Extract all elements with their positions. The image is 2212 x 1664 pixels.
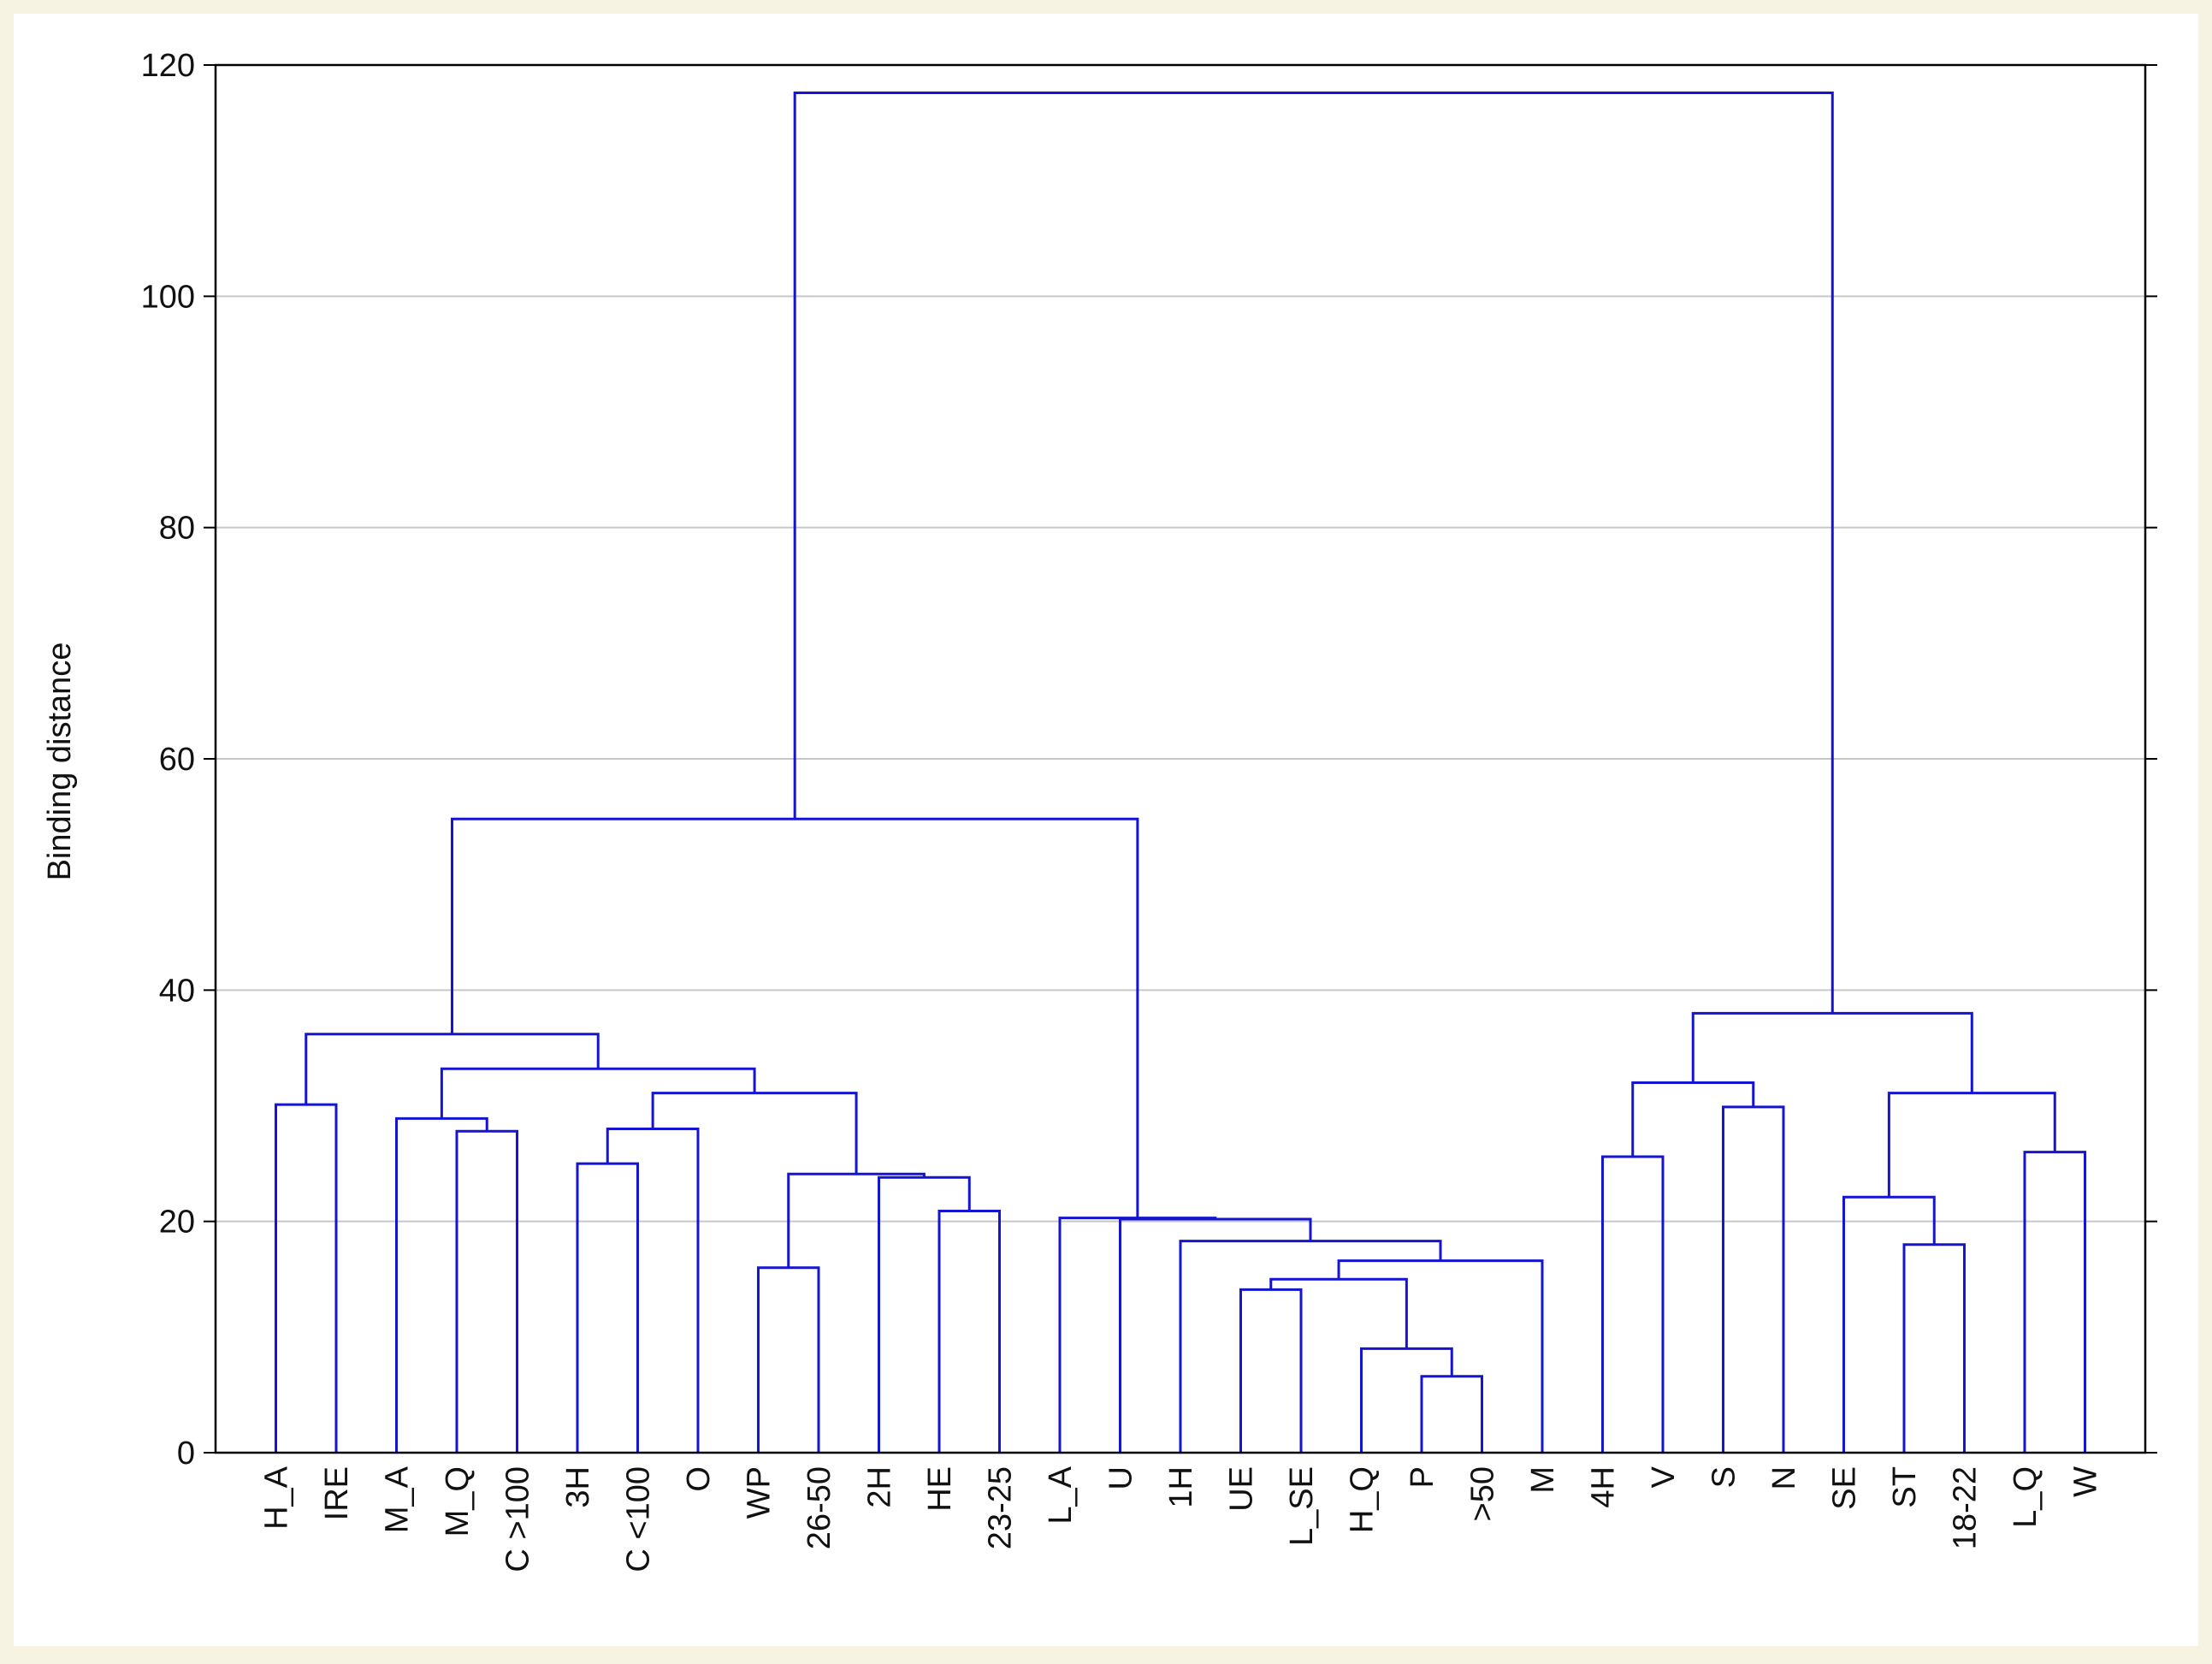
- y-tick-label: 100: [141, 279, 195, 315]
- leaf-label: C >100: [500, 1466, 536, 1572]
- dendrogram-link: [793, 91, 1834, 1014]
- dendrogram-link: [787, 1172, 926, 1268]
- y-tick-label: 120: [141, 48, 195, 84]
- dendrogram-link: [2023, 1151, 2086, 1453]
- dendrogram-link: [1179, 1240, 1442, 1453]
- leaf-label: V: [1646, 1466, 1682, 1488]
- leaf-label: >50: [1465, 1466, 1501, 1521]
- dendrogram-link: [1691, 1011, 1973, 1093]
- leaf-label: N: [1766, 1466, 1802, 1489]
- leaf-label: H_Q: [1345, 1466, 1381, 1533]
- dendrogram-link: [455, 1129, 518, 1453]
- leaf-label: U: [1103, 1466, 1139, 1489]
- leaf-label: P: [1405, 1466, 1440, 1488]
- dendrogram-link: [305, 1033, 600, 1105]
- leaf-label: M_Q: [440, 1466, 476, 1537]
- dendrogram-link: [440, 1067, 756, 1119]
- dendrogram-link: [395, 1116, 488, 1453]
- dendrogram-link: [450, 817, 1139, 1218]
- leaf-label: M_A: [380, 1466, 416, 1533]
- y-tick-label: 0: [177, 1436, 195, 1472]
- y-tick-label: 40: [159, 973, 195, 1009]
- chart-background: [14, 14, 2198, 1646]
- dendrogram-link: [1239, 1288, 1303, 1453]
- plot-frame: [214, 63, 2147, 1454]
- y-axis-label: Binding distance: [42, 643, 78, 881]
- dendrogram-link: [1631, 1081, 1755, 1157]
- dendrogram-link: [275, 1103, 338, 1453]
- leaf-label: 3H: [560, 1466, 596, 1508]
- leaf-label: H_A: [259, 1466, 295, 1530]
- leaf-label: IRE: [319, 1466, 355, 1520]
- leaf-label: L_Q: [2008, 1466, 2043, 1528]
- y-tick-label: 20: [159, 1205, 195, 1241]
- leaf-label: 26-50: [801, 1466, 837, 1549]
- leaf-label: S: [1706, 1466, 1742, 1488]
- leaf-label: SE: [1827, 1466, 1863, 1510]
- leaf-label: O: [681, 1466, 717, 1492]
- leaf-label: 18-22: [1948, 1466, 1984, 1549]
- leaf-label: 4H: [1586, 1466, 1622, 1508]
- leaf-label: 23-25: [983, 1466, 1019, 1549]
- leaf-label: WP: [742, 1466, 778, 1519]
- leaf-label: 2H: [862, 1466, 898, 1508]
- y-tick-label: 60: [159, 742, 195, 778]
- leaf-label: M: [1525, 1466, 1561, 1494]
- leaf-label: W: [2068, 1466, 2104, 1497]
- leaf-label: UE: [1224, 1466, 1260, 1512]
- leaf-label: ST: [1887, 1466, 1923, 1508]
- leaf-label: C <100: [621, 1466, 657, 1572]
- leaf-label: L_SE: [1284, 1466, 1320, 1546]
- leaf-label: HE: [922, 1466, 958, 1512]
- leaf-label: L_A: [1043, 1466, 1079, 1524]
- y-tick-label: 80: [159, 511, 195, 547]
- leaf-label: 1H: [1163, 1466, 1199, 1508]
